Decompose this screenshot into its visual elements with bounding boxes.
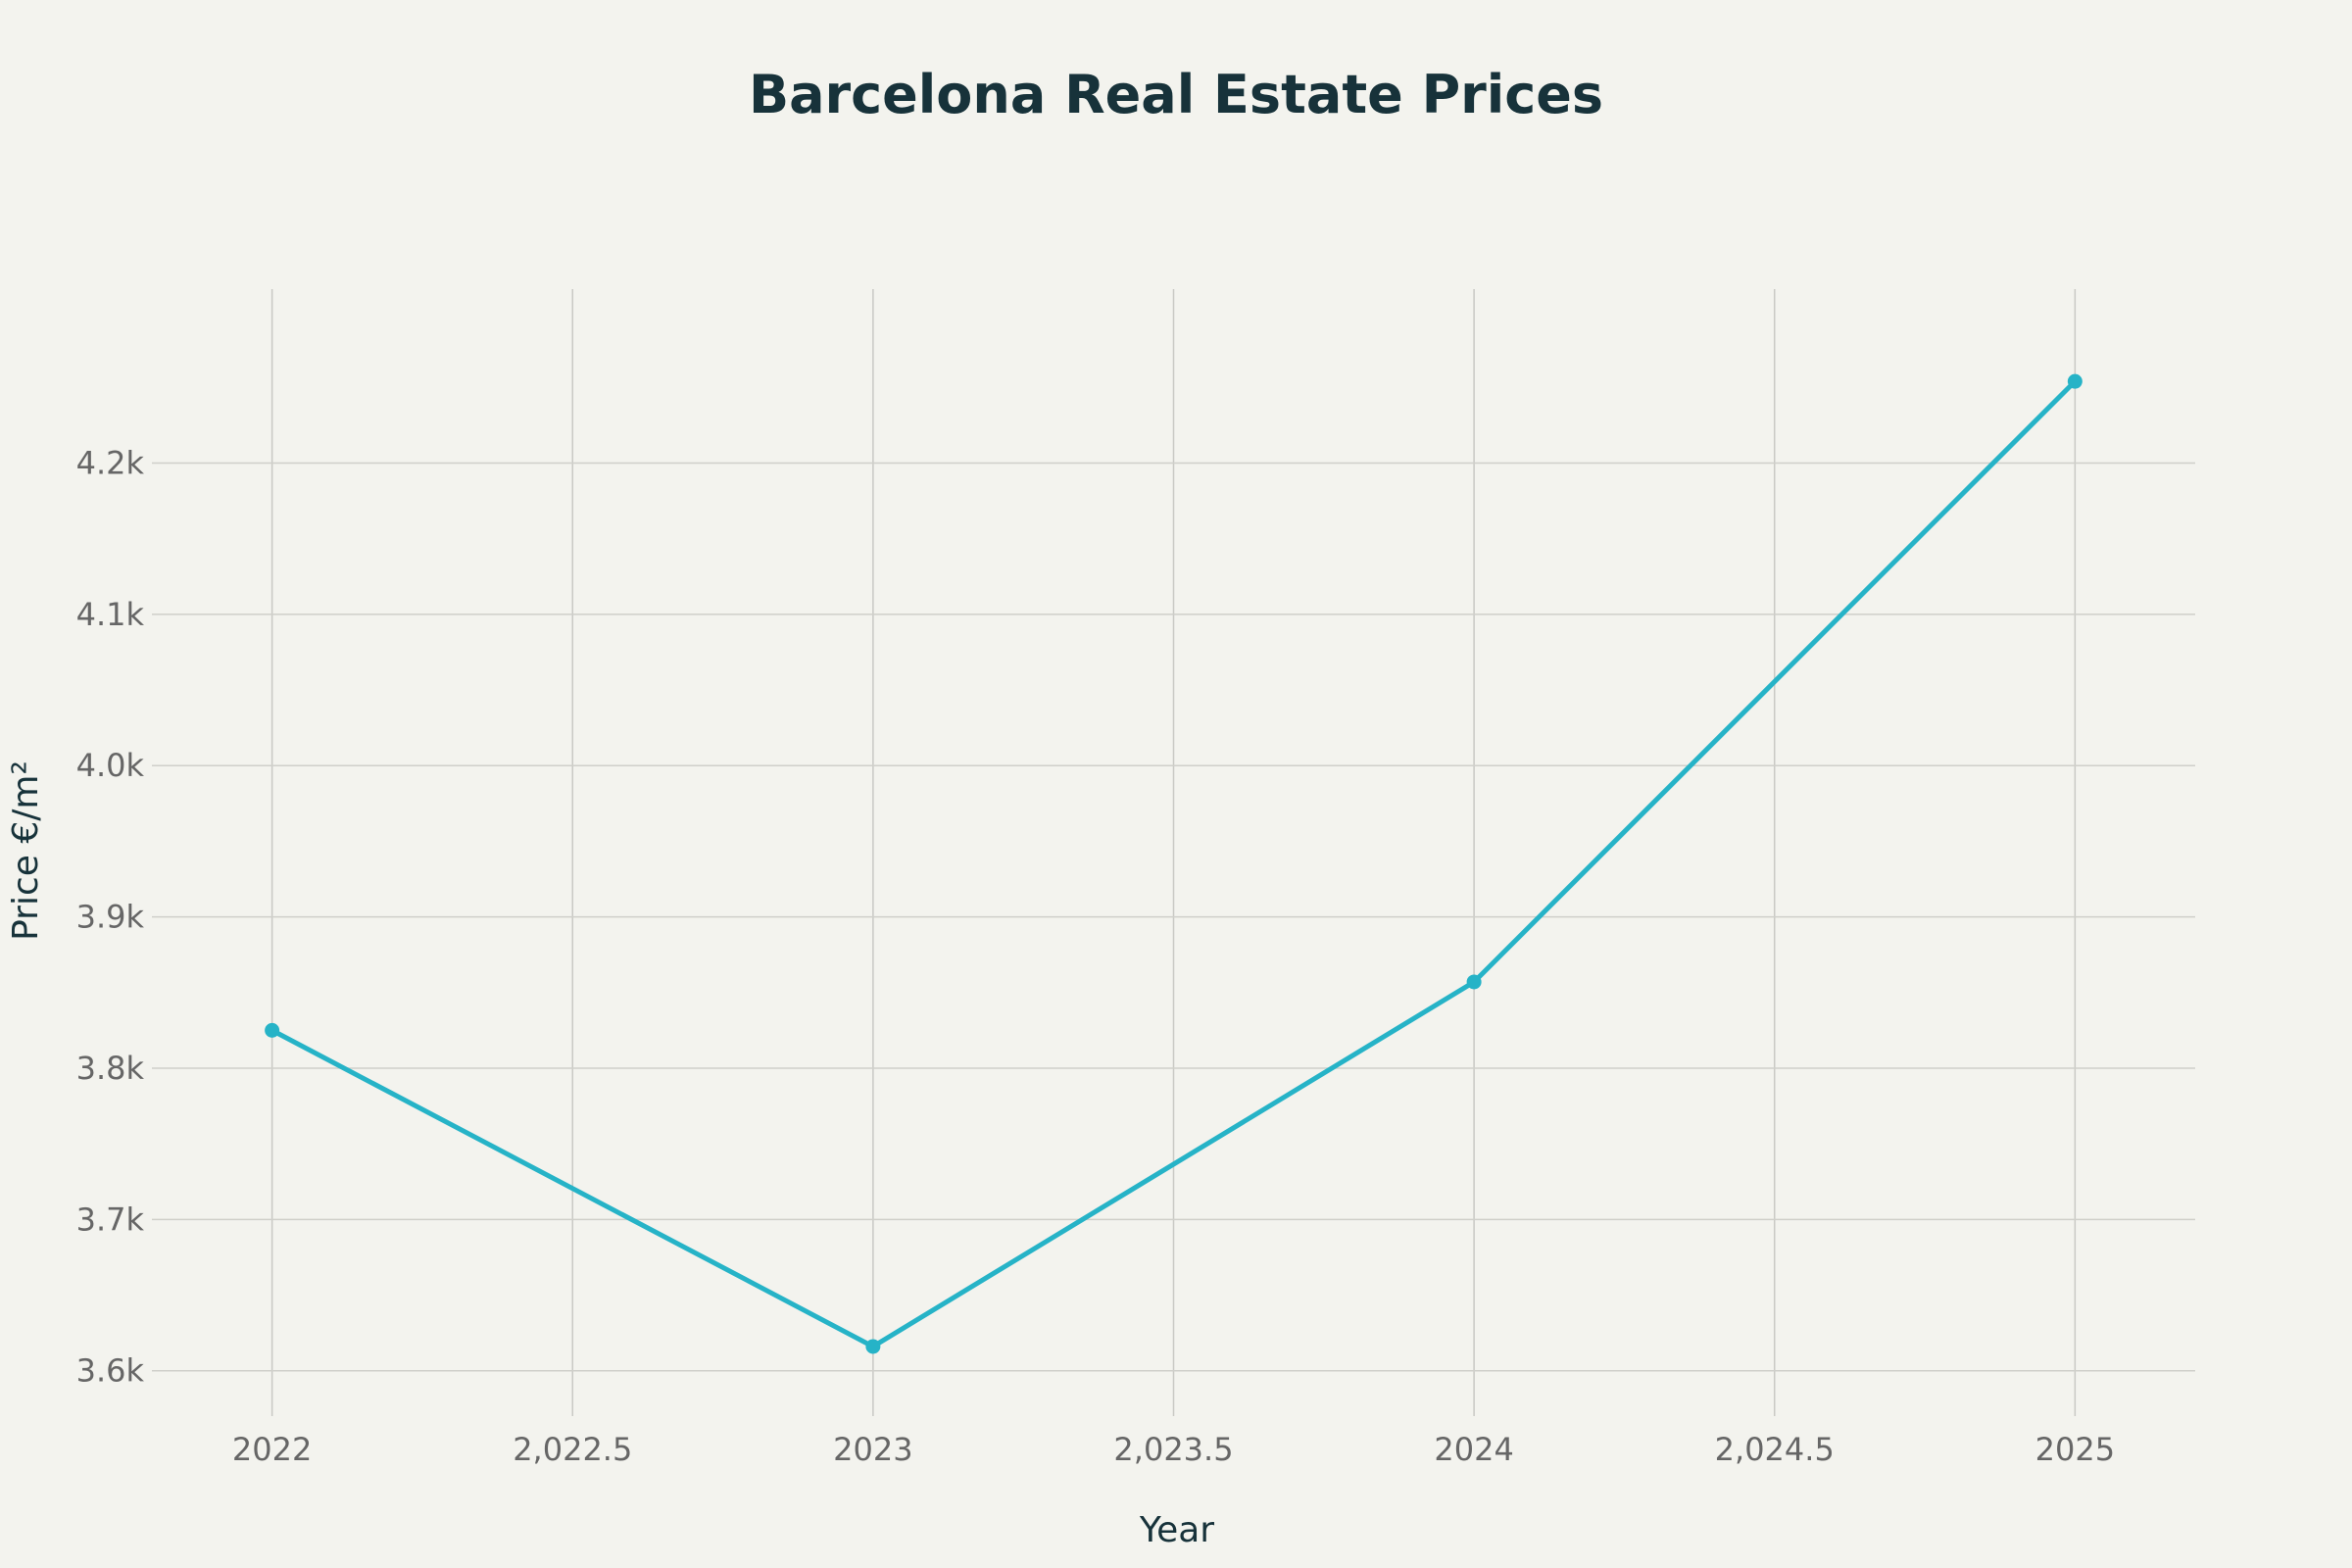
x-gridlines [270, 289, 2077, 1416]
y-tick-label: 3.6k [76, 1352, 145, 1390]
y-tick-label: 4.0k [76, 747, 145, 784]
x-tick-label: 2,023.5 [1113, 1431, 1233, 1468]
data-point-2024[interactable] [1466, 974, 1482, 990]
series-line [270, 378, 2078, 1349]
y-tick-label: 3.8k [76, 1050, 145, 1087]
y-tick-label: 3.9k [76, 899, 145, 936]
x-axis-title: Year [1139, 1510, 1214, 1550]
series-group [265, 373, 2082, 1354]
x-tick-label: 2,024.5 [1715, 1431, 1835, 1468]
y-axis-title: Price €/m² [6, 760, 46, 941]
x-tick-label: 2024 [1434, 1431, 1513, 1468]
y-gridlines [152, 462, 2195, 1372]
x-tick-label: 2025 [2035, 1431, 2115, 1468]
y-tick-label: 4.2k [76, 445, 145, 482]
data-point-2022[interactable] [265, 1022, 280, 1038]
chart-title: Barcelona Real Estate Prices [749, 64, 1603, 125]
x-tick-label: 2,022.5 [513, 1431, 632, 1468]
x-tick-label: 2023 [833, 1431, 912, 1468]
y-tick-label: 3.7k [76, 1200, 145, 1238]
data-point-2023[interactable] [865, 1339, 881, 1354]
data-point-2025[interactable] [2067, 373, 2082, 389]
y-tick-labels: 3.6k 3.7k 3.8k 3.9k 4.0k 4.1k 4.2k [76, 445, 145, 1390]
y-tick-label: 4.1k [76, 596, 145, 633]
x-tick-labels: 2022 2,022.5 2023 2,023.5 2024 2,024.5 2025 [232, 1431, 2115, 1468]
x-tick-label: 2022 [232, 1431, 312, 1468]
